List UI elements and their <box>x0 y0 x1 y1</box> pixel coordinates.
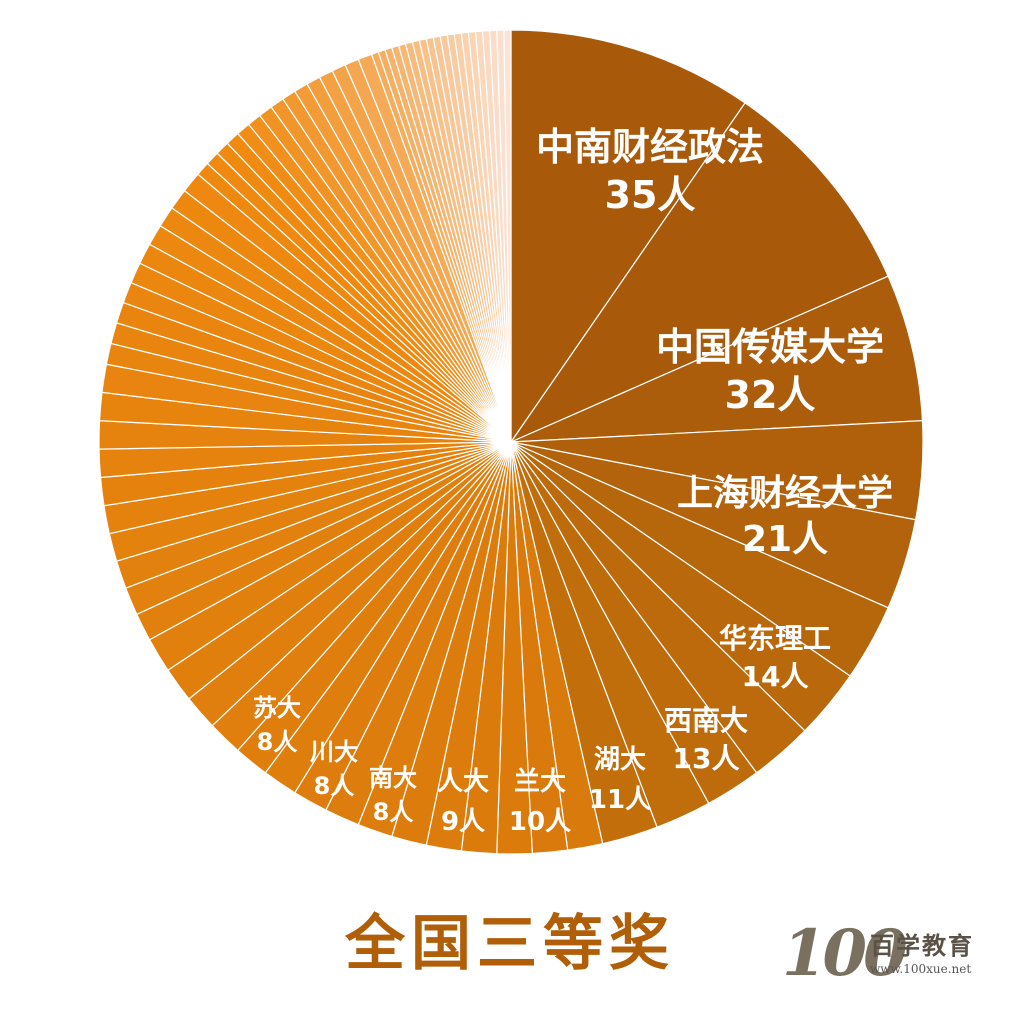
slice-name-label: 南大 <box>369 764 417 792</box>
pie-slice-2 <box>509 102 889 444</box>
pie-slice-1 <box>510 29 746 444</box>
slice-value-label: 8人 <box>373 798 414 826</box>
logo-text: 百学教育 <box>870 931 974 960</box>
pie-slice-3 <box>510 275 924 443</box>
logo-url: www.100xue.net <box>870 962 972 976</box>
slice-name-label: 苏大 <box>253 694 301 722</box>
slice-value-label: 10人 <box>509 807 571 837</box>
slice-name-label: 人大 <box>437 767 489 797</box>
pie-slice-minor <box>503 29 512 443</box>
slice-name-label: 华东理工 <box>719 622 831 655</box>
slice-value-label: 8人 <box>314 772 355 800</box>
slice-name-label: 上海财经大学 <box>677 472 893 514</box>
brand-logo: 100 百学教育 www.100xue.net <box>782 918 982 998</box>
pie-slices <box>98 29 924 855</box>
slice-value-label: 14人 <box>742 660 809 693</box>
logo-number: 100 <box>782 916 908 991</box>
slice-value-label: 11人 <box>589 785 651 815</box>
slice-value-label: 21人 <box>742 519 828 560</box>
slice-value-label: 13人 <box>673 742 740 775</box>
slice-name-label: 中南财经政法 <box>536 125 764 169</box>
slice-value-label: 35人 <box>605 173 696 217</box>
slice-name-label: 西南大 <box>664 704 748 737</box>
slice-value-label: 32人 <box>725 373 816 417</box>
slice-name-label: 湖大 <box>594 745 646 775</box>
chart-title: 全国三等奖 <box>345 909 675 979</box>
slice-name-label: 中国传媒大学 <box>656 325 884 369</box>
slice-value-label: 9人 <box>441 807 485 837</box>
slice-name-label: 兰大 <box>514 767 566 797</box>
slice-name-label: 川大 <box>310 738 358 766</box>
slice-value-label: 8人 <box>257 728 298 756</box>
